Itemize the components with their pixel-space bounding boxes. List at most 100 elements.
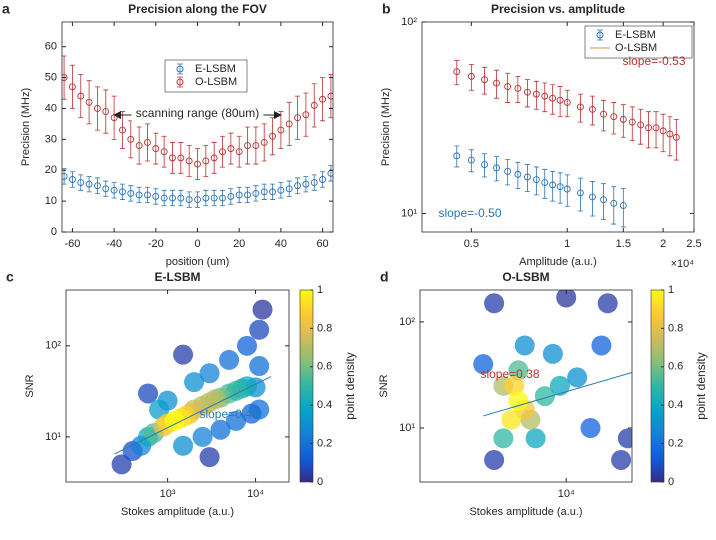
marker [110,186,118,194]
density-point [199,392,220,413]
error-bar [468,149,474,173]
error-bar [278,182,284,199]
marker [144,138,151,146]
error-bar [542,82,548,113]
error-bar [533,80,539,110]
marker [628,118,636,126]
marker [127,135,135,143]
marker [467,156,475,164]
density-point [567,367,588,388]
error-bar [494,69,500,99]
error-bar [161,189,167,207]
error-bar [524,79,530,108]
legend-marker [596,31,604,39]
marker [194,196,201,204]
marker [294,114,302,122]
marker [260,138,268,146]
plot-area [111,299,273,475]
marker [210,194,218,202]
marker [549,181,557,189]
y-tick-label: 0 [51,226,57,238]
error-bar [629,106,635,142]
marker [514,84,522,92]
colorbar-tick-label: 0.4 [317,399,332,411]
error-bar [245,126,251,165]
legend-label: E-LSBM [195,63,236,75]
marker [185,157,193,165]
panel-letter: d [380,269,389,285]
marker [177,154,185,162]
y-tick-label: 20 [45,164,57,176]
error-bar [328,74,333,119]
error-bar [195,191,200,208]
marker [244,191,251,199]
error-bar [557,172,563,204]
marker [185,196,193,204]
x-tick-label: -40 [106,238,122,250]
error-bar [103,180,109,197]
marker [202,157,210,165]
error-bar [119,111,125,150]
marker [453,68,461,76]
error-bar [589,95,595,126]
error-bar [136,186,142,204]
density-point [219,349,240,370]
colorbar-label: point density [343,352,357,419]
marker [672,133,680,141]
error-bar [286,180,292,197]
error-bar [261,183,267,200]
error-bar [557,86,563,118]
error-bar [638,108,644,145]
y-tick-label: 10 [45,195,57,207]
density-point [484,293,505,314]
error-bar [328,165,333,182]
density-point [173,435,194,456]
marker [504,167,512,175]
marker [610,113,618,121]
marker [285,185,293,193]
colorbar-label: point density [694,352,708,419]
marker [327,92,333,100]
error-bar [524,164,530,193]
error-bar [320,77,326,122]
marker [637,121,645,129]
error-bar [533,166,539,196]
error-bar [186,191,192,208]
y-axis-label: SNR [24,374,36,397]
marker [523,88,531,96]
marker [549,94,557,102]
marker [659,127,667,135]
x-tick-label: -60 [64,238,80,250]
marker [481,76,488,84]
marker [227,145,235,153]
marker [652,124,660,132]
marker [541,179,549,187]
y-tick-label: 10¹ [399,422,415,434]
error-bar [169,142,175,174]
error-bar [311,174,317,191]
marker [541,92,549,100]
marker [481,161,488,169]
density-point [199,363,220,384]
annotation-bg [131,106,264,122]
marker [504,83,512,91]
error-bar [303,92,309,137]
y-axis-label: Precision (MHz) [20,88,32,166]
density-point [591,335,612,356]
marker [235,191,243,199]
plot-area [453,60,680,228]
legend-box [584,25,693,59]
marker [269,188,276,196]
error-bar [653,111,659,149]
error-bar [601,183,607,220]
marker [310,101,318,109]
x-axis-label: Stokes amplitude (a.u.) [469,506,582,518]
x-tick-label: 0.5 [464,238,479,250]
error-bar [144,123,150,162]
error-bar [178,142,184,174]
density-point [504,375,525,396]
marker [493,79,501,87]
density-point [508,360,529,381]
annotation: slope=-0.53 [622,54,685,68]
